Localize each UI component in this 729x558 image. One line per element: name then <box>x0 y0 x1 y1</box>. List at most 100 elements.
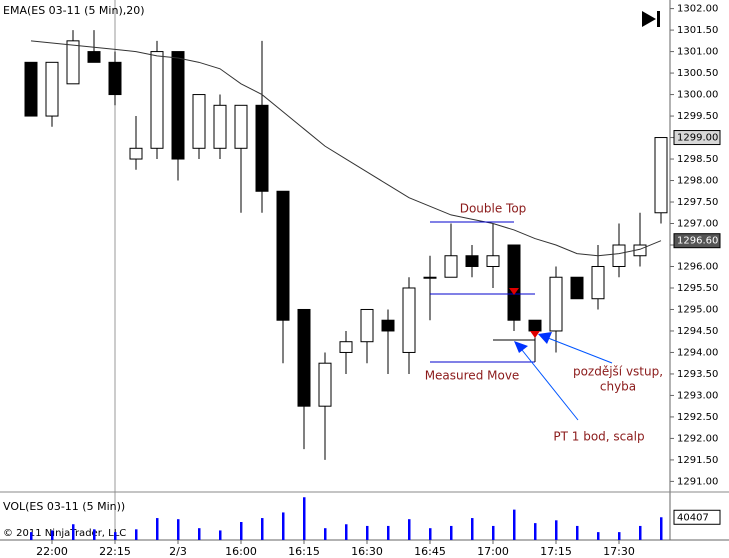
volume-bar <box>534 523 537 540</box>
candle-body <box>213 104 227 149</box>
volume-bar <box>156 518 159 540</box>
x-tick-label: 16:45 <box>414 545 446 558</box>
y-tick-label: 1293.50 <box>677 369 718 380</box>
volume-bar <box>51 530 54 540</box>
candle-body <box>234 104 248 149</box>
x-tick-label: 16:00 <box>225 545 257 558</box>
volume-bar <box>471 518 474 540</box>
y-tick-label: 1291.00 <box>677 476 718 487</box>
annotations: Double Top Measured Move pozdější vstup,… <box>425 202 663 444</box>
volume-bar <box>72 524 75 540</box>
x-tick-label: 17:15 <box>540 545 572 558</box>
arrow-line <box>547 337 613 364</box>
play-icon-bar[interactable] <box>657 11 660 27</box>
volume-bar <box>240 522 243 540</box>
y-tick-label: 1295.00 <box>677 304 718 315</box>
volume-bar <box>324 528 327 540</box>
candle-body <box>402 287 416 353</box>
x-tick-label: 22:00 <box>36 545 68 558</box>
candle-body <box>255 104 269 192</box>
volume-label: 40407 <box>677 512 709 523</box>
volume-bar <box>513 509 516 540</box>
volume-bar <box>387 525 390 540</box>
y-tick-label: 1291.50 <box>677 455 718 466</box>
y-tick-label: 1292.50 <box>677 412 718 423</box>
annotation: PT 1 bod, scalp <box>553 430 644 444</box>
y-tick-label: 1297.00 <box>677 219 718 230</box>
candle-body <box>318 362 332 407</box>
volume-bar <box>408 519 411 540</box>
ema-line <box>30 40 662 257</box>
volume-bar <box>282 512 285 540</box>
x-tick-label: 2/3 <box>169 545 187 558</box>
x-tick-label: 16:30 <box>351 545 383 558</box>
annotation: Double Top <box>460 202 527 216</box>
candle-body <box>570 276 584 300</box>
candle-body <box>108 61 122 96</box>
volume-title: VOL(ES 03-11 (5 Min)) <box>3 500 125 513</box>
annotation: Measured Move <box>425 369 520 383</box>
candle-body <box>276 190 290 321</box>
play-icon[interactable] <box>642 11 656 27</box>
candle-body <box>150 51 164 149</box>
candle-body <box>549 276 563 332</box>
annotation: pozdější vstup, <box>573 365 663 379</box>
y-tick-label: 1293.00 <box>677 390 718 401</box>
volume-bar <box>597 532 600 540</box>
chart-title: EMA(ES 03-11 (5 Min),20) <box>3 4 145 17</box>
volume-bar <box>618 532 621 540</box>
volume-bar <box>219 530 222 540</box>
candle-body <box>87 51 101 63</box>
candle-body <box>444 255 458 278</box>
play-button[interactable] <box>642 11 660 27</box>
y-tick-label: 1301.50 <box>677 25 718 36</box>
x-tick-label: 16:15 <box>288 545 320 558</box>
candle-body <box>486 255 500 267</box>
annotation: chyba <box>600 380 636 394</box>
volume-bar <box>576 525 579 540</box>
candle-body <box>465 255 479 267</box>
candle-body <box>339 341 353 353</box>
y-tick-label: 1298.50 <box>677 154 718 165</box>
volume-bar <box>639 525 642 540</box>
candle-body <box>423 276 437 279</box>
ema-label: 1296.60 <box>677 236 718 247</box>
volume-bar <box>345 524 348 540</box>
candle-body <box>129 147 143 160</box>
volume-bar <box>366 525 369 540</box>
volume-bar <box>30 532 33 540</box>
candle-body <box>612 244 626 267</box>
ema-label-box <box>673 233 721 249</box>
candle-body <box>192 94 206 149</box>
y-tick-label: 1301.00 <box>677 47 718 58</box>
y-tick-label: 1294.50 <box>677 326 718 337</box>
volume-bar <box>429 528 432 540</box>
y-tick-label: 1302.00 <box>677 4 718 15</box>
y-tick-label: 1299.50 <box>677 111 718 122</box>
candle-body <box>507 244 521 321</box>
volume-bar <box>177 519 180 540</box>
volume-bar <box>198 528 201 540</box>
arrow-head <box>538 332 552 344</box>
candle-body <box>24 61 38 117</box>
volume-bar <box>555 520 558 540</box>
y-tick-label: 1296.00 <box>677 261 718 272</box>
volume-bar <box>303 497 306 540</box>
copyright: © 2011 NinjaTrader, LLC <box>3 528 126 539</box>
y-tick-label: 1300.50 <box>677 68 718 79</box>
x-tick-label: 22:15 <box>99 545 131 558</box>
candle-body <box>381 319 395 332</box>
volume-bar <box>450 525 453 540</box>
volume-label-box <box>673 509 721 525</box>
candle-body <box>66 40 80 85</box>
candle-body <box>171 51 185 160</box>
volume-bar <box>261 518 264 540</box>
y-tick-label: 1294.00 <box>677 347 718 358</box>
volume-bar <box>135 529 138 540</box>
candle-body <box>654 137 668 214</box>
candle-body <box>360 308 374 343</box>
x-tick-label: 17:00 <box>477 545 509 558</box>
entry-marker <box>509 288 519 295</box>
entry-marker <box>530 331 540 338</box>
